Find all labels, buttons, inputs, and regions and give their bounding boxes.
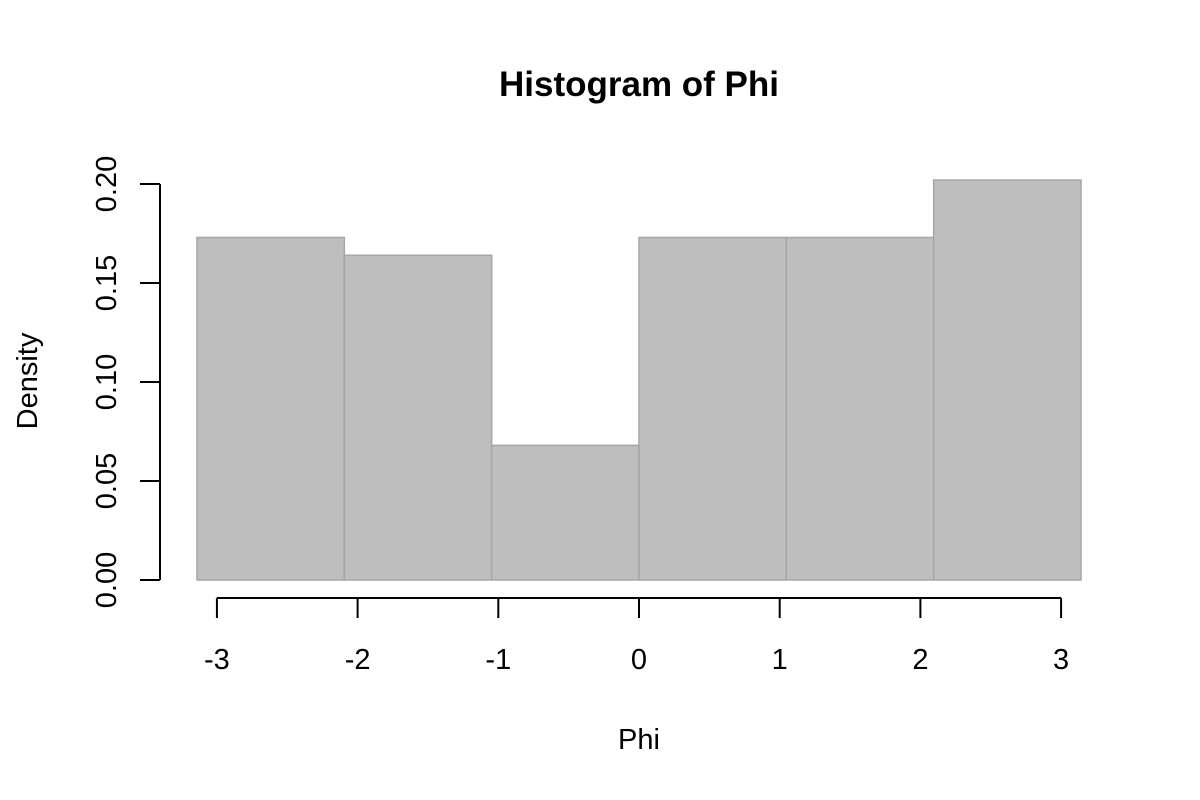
x-tick-label: 0 bbox=[631, 644, 647, 676]
histogram-bar-4 bbox=[638, 236, 788, 581]
x-tick-label: -3 bbox=[204, 644, 230, 676]
x-tick-label: 3 bbox=[1053, 644, 1069, 676]
histogram-bar-2 bbox=[343, 254, 493, 581]
y-axis: 0.00 0.05 0.10 0.15 0.20 bbox=[91, 156, 161, 608]
histogram-bar-5 bbox=[785, 236, 935, 581]
bars-group bbox=[196, 179, 1082, 581]
x-tick-label: -2 bbox=[345, 644, 371, 676]
y-tick-label: 0.05 bbox=[91, 453, 123, 509]
histogram-bar-3 bbox=[490, 444, 640, 581]
histogram-bar-6 bbox=[932, 179, 1082, 581]
x-tick-label: 2 bbox=[912, 644, 928, 676]
y-tick-label: 0.15 bbox=[91, 255, 123, 311]
x-axis-label: Phi bbox=[618, 724, 660, 756]
y-tick-label: 0.20 bbox=[91, 156, 123, 212]
y-axis-label: Density bbox=[12, 332, 44, 429]
histogram-bar-1 bbox=[196, 236, 346, 581]
y-tick-label: 0.10 bbox=[91, 354, 123, 410]
x-axis: -3 -2 -1 0 1 2 3 bbox=[204, 597, 1069, 676]
x-tick-label: 1 bbox=[772, 644, 788, 676]
y-tick-label: 0.00 bbox=[91, 552, 123, 608]
chart-title: Histogram of Phi bbox=[499, 65, 779, 104]
x-tick-label: -1 bbox=[485, 644, 511, 676]
